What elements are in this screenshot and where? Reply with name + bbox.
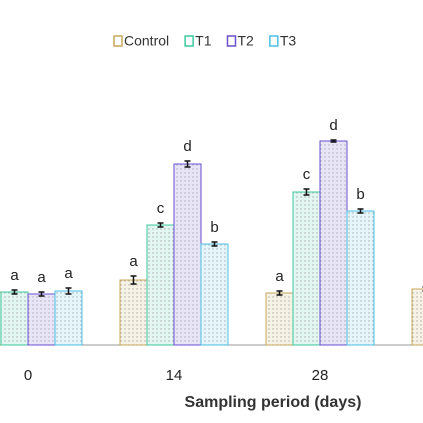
significance-letter: a: [37, 269, 46, 286]
significance-letter: b: [210, 219, 218, 236]
significance-letter: a: [64, 265, 73, 282]
x-axis-label: Sampling period (days): [185, 394, 362, 411]
bar-pattern: [346, 210, 375, 346]
error-bar: [330, 139, 337, 143]
x-tick-label: 0: [24, 367, 32, 384]
error-bar: [130, 275, 137, 285]
legend-swatch: [269, 35, 279, 47]
error-bar: [184, 160, 191, 168]
error-bar: [357, 208, 364, 214]
bar-pattern: [27, 293, 56, 346]
x-tick-label: 28: [312, 367, 329, 384]
significance-letter: b: [356, 186, 364, 203]
legend-swatch: [226, 35, 237, 47]
error-bar: [157, 222, 164, 228]
error-bar: [211, 241, 218, 247]
error-bar: [65, 287, 72, 295]
significance-letter: a: [275, 268, 284, 285]
legend-swatch: [184, 35, 194, 47]
legend-label: T3: [280, 33, 297, 49]
significance-letter: a: [10, 267, 19, 284]
x-tick-label: 14: [166, 367, 183, 384]
legend-label: Control: [124, 33, 169, 49]
bar-pattern: [119, 279, 148, 346]
bar-pattern: [54, 290, 83, 346]
significance-letter: a: [129, 253, 138, 270]
error-bar: [11, 289, 18, 295]
bar-pattern: [292, 191, 321, 346]
error-bar: [303, 188, 310, 196]
legend-label: T1: [195, 33, 212, 49]
significance-letter: c: [303, 166, 311, 183]
error-bar: [276, 290, 283, 296]
bar-pattern: [173, 163, 202, 346]
bar-pattern: [265, 292, 294, 346]
bar-pattern: [411, 288, 423, 346]
error-bar: [38, 291, 45, 297]
legend-swatch: [113, 35, 123, 47]
significance-letter: d: [329, 117, 337, 134]
bar-pattern: [146, 224, 175, 346]
significance-letter: d: [183, 138, 191, 155]
bar-pattern: [200, 243, 229, 346]
significance-letter: c: [157, 200, 165, 217]
bar-pattern: [0, 291, 29, 346]
legend-label: T2: [237, 33, 254, 49]
bar-pattern: [319, 140, 348, 346]
